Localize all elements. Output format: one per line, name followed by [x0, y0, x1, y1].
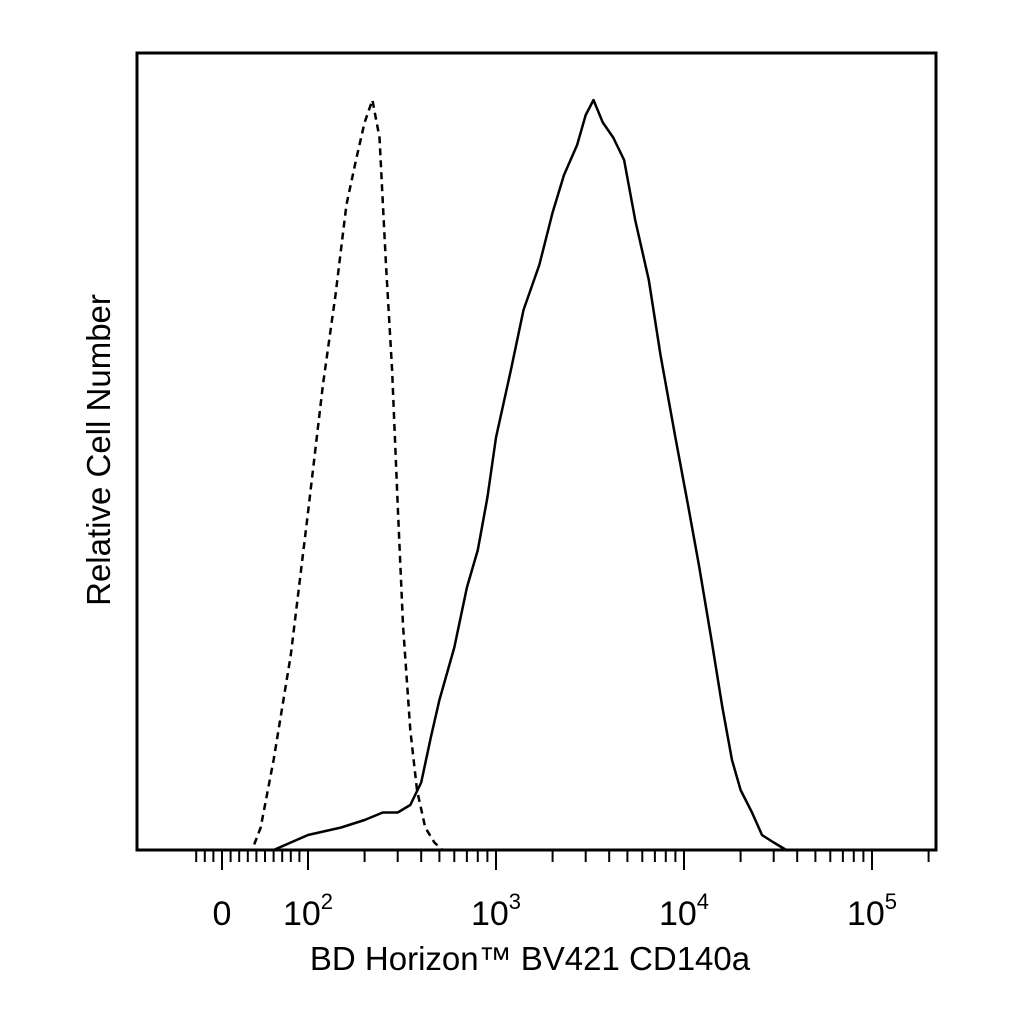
x-tick-label: 105: [847, 889, 897, 933]
stained-histogram: [138, 98, 935, 852]
x-axis-title: BD Horizon™ BV421 CD140a: [310, 940, 751, 977]
isotype-control-histogram: [138, 98, 935, 852]
plot-frame: [135, 51, 938, 852]
x-axis-tick-labels: 0 102 103 104 105: [213, 889, 898, 933]
x-tick-label: 104: [659, 889, 709, 933]
x-tick-label: 103: [471, 889, 521, 933]
x-axis-ticks: [195, 850, 930, 870]
x-tick-label: 102: [283, 889, 333, 933]
x-tick-label: 0: [213, 895, 232, 933]
histogram-series: [138, 98, 935, 852]
y-axis-title: Relative Cell Number: [80, 294, 117, 606]
